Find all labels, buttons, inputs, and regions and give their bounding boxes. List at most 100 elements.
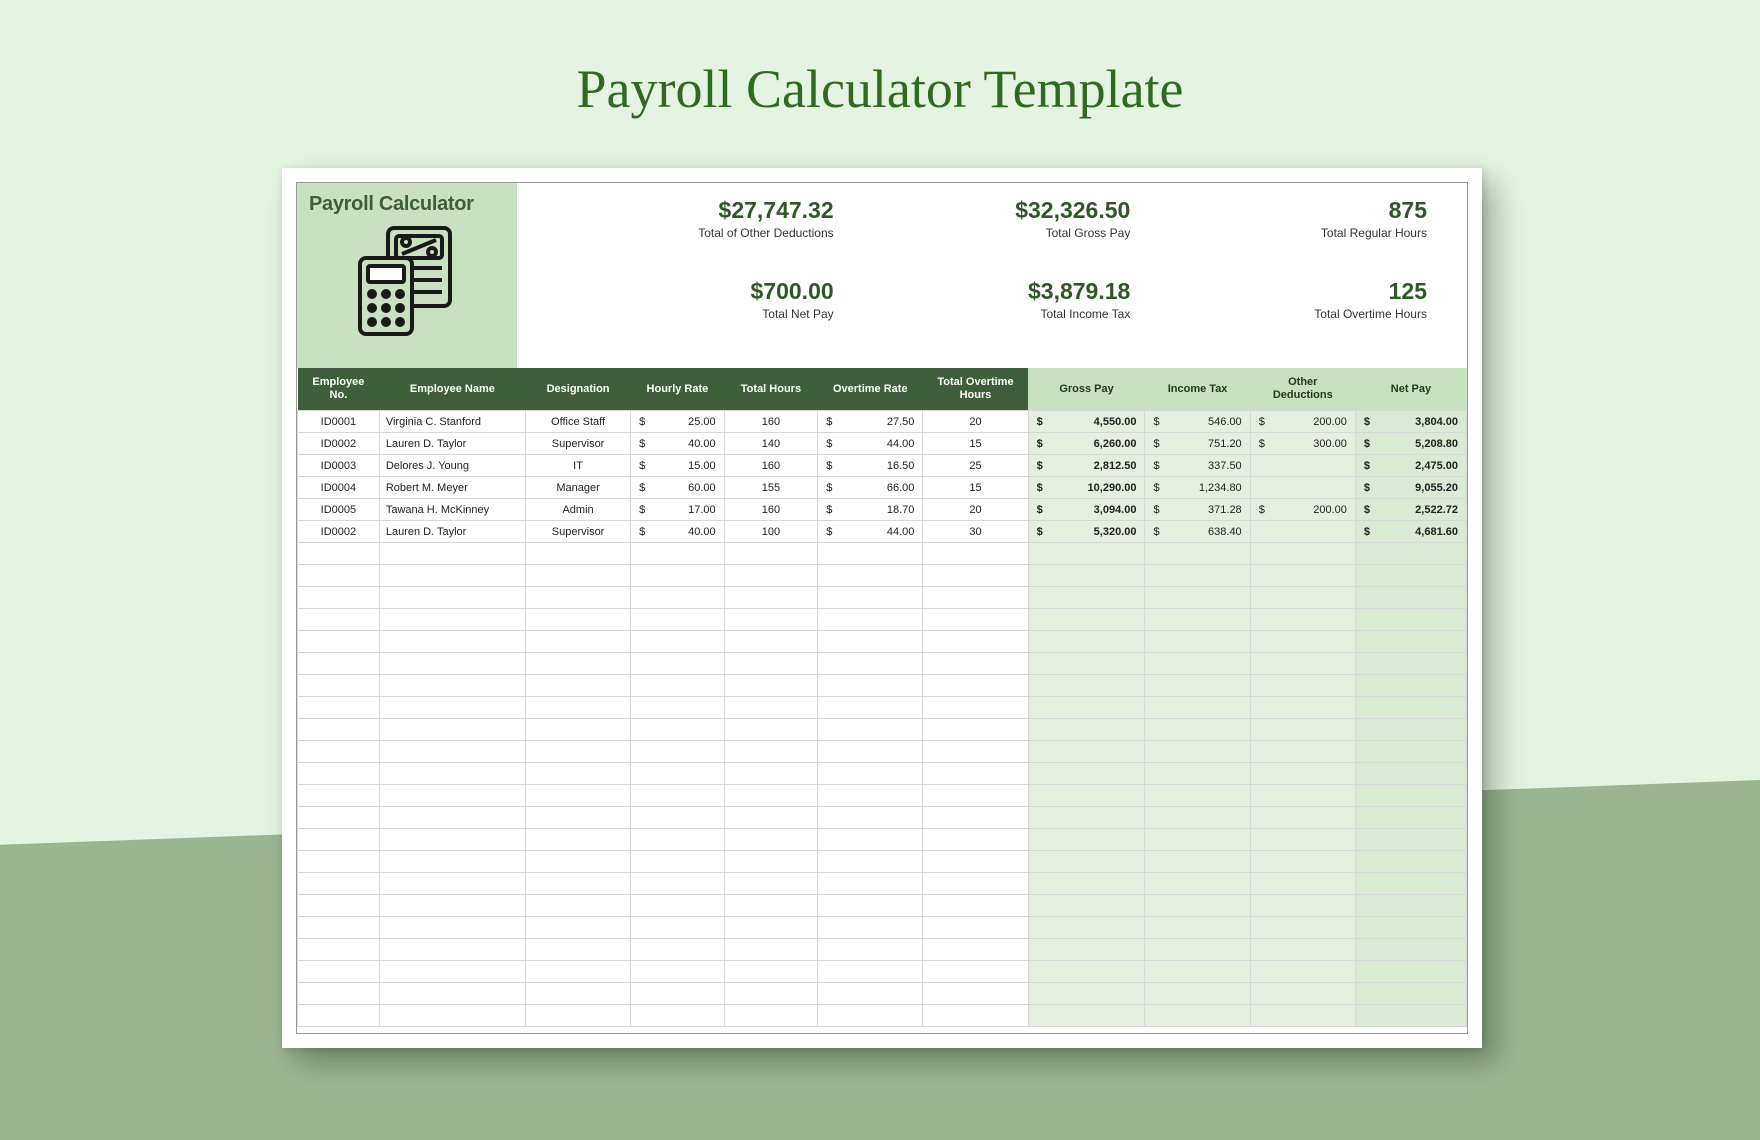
cell xyxy=(1145,983,1250,1005)
cell xyxy=(1145,873,1250,895)
cell-empno: ID0005 xyxy=(298,499,380,521)
cell xyxy=(298,917,380,939)
cell xyxy=(631,785,725,807)
cell-empno: ID0004 xyxy=(298,477,380,499)
table-row-empty xyxy=(298,917,1467,939)
cell xyxy=(379,917,525,939)
cell-money: $300.00 xyxy=(1250,433,1355,455)
cell xyxy=(525,873,630,895)
cell xyxy=(923,983,1028,1005)
cell xyxy=(1145,609,1250,631)
cell xyxy=(1355,741,1466,763)
cell xyxy=(1250,477,1355,499)
cell xyxy=(724,873,818,895)
cell xyxy=(525,719,630,741)
cell xyxy=(923,785,1028,807)
cell xyxy=(631,741,725,763)
cell xyxy=(724,653,818,675)
column-header: Net Pay xyxy=(1355,368,1466,411)
cell xyxy=(1355,631,1466,653)
cell xyxy=(631,653,725,675)
cell xyxy=(818,785,923,807)
cell xyxy=(379,631,525,653)
cell xyxy=(631,939,725,961)
table-row-empty xyxy=(298,785,1467,807)
summary-label: Total of Other Deductions xyxy=(547,226,834,240)
cell xyxy=(1028,653,1145,675)
cell xyxy=(525,829,630,851)
cell xyxy=(298,631,380,653)
column-header: Designation xyxy=(525,368,630,411)
cell xyxy=(1145,807,1250,829)
cell xyxy=(923,807,1028,829)
cell-othours: 30 xyxy=(923,521,1028,543)
cell xyxy=(1028,917,1145,939)
cell xyxy=(724,983,818,1005)
cell xyxy=(724,961,818,983)
table-header: EmployeeNo.Employee NameDesignationHourl… xyxy=(298,368,1467,411)
cell xyxy=(631,697,725,719)
cell xyxy=(379,939,525,961)
cell xyxy=(631,543,725,565)
cell xyxy=(818,653,923,675)
cell xyxy=(1028,851,1145,873)
cell-money: $40.00 xyxy=(631,433,725,455)
cell xyxy=(724,851,818,873)
cell xyxy=(923,741,1028,763)
cell-money: $16.50 xyxy=(818,455,923,477)
summary-cell: $27,747.32Total of Other Deductions xyxy=(547,197,844,278)
cell xyxy=(379,851,525,873)
cell xyxy=(1250,675,1355,697)
cell xyxy=(525,785,630,807)
cell xyxy=(1145,719,1250,741)
cell-money: $25.00 xyxy=(631,411,725,433)
cell xyxy=(379,1005,525,1027)
cell-money: $27.50 xyxy=(818,411,923,433)
cell xyxy=(525,675,630,697)
cell xyxy=(818,983,923,1005)
cell xyxy=(1250,587,1355,609)
cell xyxy=(923,543,1028,565)
cell xyxy=(1250,983,1355,1005)
cell xyxy=(525,543,630,565)
table-row-empty xyxy=(298,829,1467,851)
cell-money: $60.00 xyxy=(631,477,725,499)
cell xyxy=(724,631,818,653)
cell xyxy=(818,697,923,719)
cell-money: $2,475.00 xyxy=(1355,455,1466,477)
cell xyxy=(298,873,380,895)
cell xyxy=(1145,543,1250,565)
column-header: OtherDeductions xyxy=(1250,368,1355,411)
cell xyxy=(724,565,818,587)
cell-money: $751.20 xyxy=(1145,433,1250,455)
cell xyxy=(818,807,923,829)
calculator-percent-icon xyxy=(342,222,472,342)
cell xyxy=(631,851,725,873)
cell-money: $6,260.00 xyxy=(1028,433,1145,455)
cell xyxy=(724,587,818,609)
table-row-empty xyxy=(298,895,1467,917)
cell-money: $44.00 xyxy=(818,521,923,543)
summary-value: 875 xyxy=(1140,197,1427,224)
table-row: ID0003Delores J. YoungIT$15.00160$16.502… xyxy=(298,455,1467,477)
cell xyxy=(1028,763,1145,785)
cell xyxy=(379,873,525,895)
cell xyxy=(379,785,525,807)
cell xyxy=(631,587,725,609)
cell-money: $66.00 xyxy=(818,477,923,499)
cell xyxy=(1250,829,1355,851)
cell xyxy=(379,543,525,565)
cell-empno: ID0001 xyxy=(298,411,380,433)
cell xyxy=(379,609,525,631)
cell xyxy=(1028,587,1145,609)
cell xyxy=(1355,851,1466,873)
summary-value: $700.00 xyxy=(547,278,834,305)
cell xyxy=(298,653,380,675)
cell xyxy=(1145,565,1250,587)
cell-money: $3,094.00 xyxy=(1028,499,1145,521)
cell xyxy=(298,543,380,565)
summary-cell: 125Total Overtime Hours xyxy=(1140,278,1437,359)
cell xyxy=(1145,851,1250,873)
summary-cell: $700.00Total Net Pay xyxy=(547,278,844,359)
cell-money: $200.00 xyxy=(1250,499,1355,521)
